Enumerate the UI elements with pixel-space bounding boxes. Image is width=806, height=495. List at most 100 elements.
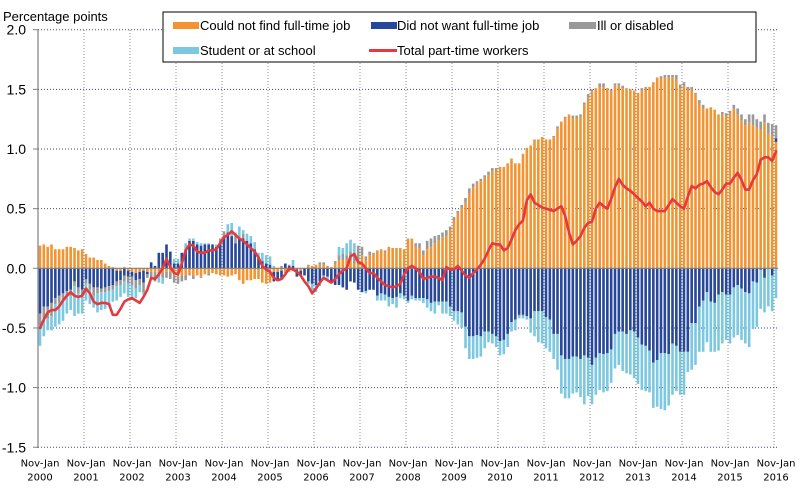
bar-student-or-at-school — [257, 252, 260, 257]
bar-ill-or-disabled — [471, 183, 475, 188]
bar-could-not-find-full-time-job — [456, 213, 460, 269]
bar-did-not-want-full-time-job — [103, 268, 107, 288]
bar-could-not-find-full-time-job — [245, 268, 249, 281]
bar-ill-or-disabled — [475, 181, 479, 184]
bar-student-or-at-school — [755, 282, 759, 327]
bar-did-not-want-full-time-job — [445, 268, 448, 302]
bar-did-not-want-full-time-job — [192, 240, 195, 269]
bar-ill-or-disabled — [445, 230, 448, 237]
bar-could-not-find-full-time-job — [441, 237, 444, 269]
bar-student-or-at-school — [506, 333, 509, 348]
bar-did-not-want-full-time-job — [460, 268, 463, 313]
bar-student-or-at-school — [437, 301, 440, 306]
bar-did-not-want-full-time-job — [303, 268, 306, 276]
bar-did-not-want-full-time-job — [510, 268, 513, 322]
x-tick-label-period: Nov-Jan — [481, 459, 520, 470]
x-tick-label-period: Nov-Jan — [113, 459, 152, 470]
bar-could-not-find-full-time-job — [460, 207, 463, 269]
bar-did-not-want-full-time-job — [307, 268, 310, 282]
bar-ill-or-disabled — [640, 88, 644, 91]
bar-could-not-find-full-time-job — [640, 90, 644, 269]
bar-ill-or-disabled — [153, 271, 157, 282]
bar-could-not-find-full-time-job — [333, 263, 337, 269]
bar-could-not-find-full-time-job — [215, 268, 218, 275]
bar-student-or-at-school — [460, 312, 463, 328]
bar-did-not-want-full-time-job — [506, 268, 509, 334]
bar-ill-or-disabled — [479, 178, 483, 182]
bar-could-not-find-full-time-job — [61, 249, 65, 269]
bar-did-not-want-full-time-job — [479, 268, 483, 337]
bar-student-or-at-school — [721, 292, 724, 344]
bar-ill-or-disabled — [755, 119, 759, 128]
bar-could-not-find-full-time-job — [563, 117, 567, 269]
bar-student-or-at-school — [307, 281, 310, 284]
bar-could-not-find-full-time-job — [372, 253, 375, 269]
bar-student-or-at-school — [215, 244, 218, 247]
bar-student-or-at-school — [345, 243, 348, 256]
bar-ill-or-disabled — [598, 83, 601, 87]
bar-could-not-find-full-time-job — [510, 158, 513, 269]
bar-could-not-find-full-time-job — [682, 85, 686, 269]
bar-could-not-find-full-time-job — [322, 264, 325, 269]
bar-ill-or-disabled — [732, 104, 736, 109]
bar-did-not-want-full-time-job — [713, 268, 716, 303]
bar-ill-or-disabled — [107, 286, 111, 291]
bar-did-not-want-full-time-job — [284, 263, 287, 269]
bar-ill-or-disabled — [468, 188, 471, 194]
bar-did-not-want-full-time-job — [134, 273, 138, 281]
bar-student-or-at-school — [640, 344, 644, 390]
bar-ill-or-disabled — [322, 262, 325, 265]
bar-student-or-at-school — [468, 336, 471, 359]
legend-item-did-not-want-full-time-job: Did not want full-time job — [371, 18, 539, 33]
bar-ill-or-disabled — [115, 281, 118, 287]
bar-student-or-at-school — [525, 316, 529, 320]
bar-could-not-find-full-time-job — [571, 117, 575, 269]
bar-could-not-find-full-time-job — [686, 89, 690, 269]
bar-student-or-at-school — [395, 296, 398, 308]
bar-ill-or-disabled — [575, 115, 578, 118]
bar-could-not-find-full-time-job — [211, 268, 214, 274]
bar-student-or-at-school — [241, 230, 245, 234]
bar-student-or-at-school — [586, 357, 590, 396]
bar-ill-or-disabled — [491, 168, 494, 171]
bar-could-not-find-full-time-job — [134, 268, 138, 274]
x-tick-label-period: Nov-Jan — [757, 459, 796, 470]
bar-ill-or-disabled — [192, 275, 195, 280]
bar-ill-or-disabled — [84, 279, 88, 284]
bar-could-not-find-full-time-job — [763, 122, 766, 269]
bar-ill-or-disabled — [429, 238, 433, 247]
bar-did-not-want-full-time-job — [73, 268, 76, 282]
bar-did-not-want-full-time-job — [119, 270, 122, 281]
bar-could-not-find-full-time-job — [402, 249, 406, 269]
bar-did-not-want-full-time-job — [345, 268, 348, 290]
bar-student-or-at-school — [494, 336, 498, 348]
bar-student-or-at-school — [583, 355, 586, 405]
bar-ill-or-disabled — [617, 83, 621, 86]
x-tick-label-period: Nov-Jan — [665, 459, 704, 470]
bar-did-not-want-full-time-job — [88, 268, 92, 284]
bar-could-not-find-full-time-job — [422, 255, 425, 269]
x-tick-label-year: 2000 — [27, 473, 52, 484]
bar-could-not-find-full-time-job — [644, 86, 647, 269]
x-tick-label-period: Nov-Jan — [205, 459, 244, 470]
bar-could-not-find-full-time-job — [583, 104, 586, 269]
legend-item-could-not-find-full-time-job: Could not find full-time job — [173, 18, 350, 33]
bar-could-not-find-full-time-job — [724, 116, 728, 269]
bar-could-not-find-full-time-job — [667, 77, 670, 269]
bar-could-not-find-full-time-job — [594, 88, 598, 269]
bar-could-not-find-full-time-job — [65, 246, 69, 269]
bar-student-or-at-school — [479, 336, 483, 357]
bar-could-not-find-full-time-job — [379, 249, 383, 269]
bar-student-or-at-school — [46, 318, 49, 331]
bar-could-not-find-full-time-job — [705, 108, 709, 269]
bar-student-or-at-school — [548, 319, 552, 352]
bar-ill-or-disabled — [456, 211, 460, 214]
bar-did-not-want-full-time-job — [353, 268, 356, 283]
bar-could-not-find-full-time-job — [337, 259, 341, 269]
bar-did-not-want-full-time-job — [207, 244, 210, 269]
bar-ill-or-disabled — [425, 240, 429, 250]
bar-ill-or-disabled — [172, 275, 176, 283]
bar-did-not-want-full-time-job — [165, 244, 168, 269]
bar-did-not-want-full-time-job — [498, 268, 502, 342]
bar-could-not-find-full-time-job — [368, 255, 371, 269]
